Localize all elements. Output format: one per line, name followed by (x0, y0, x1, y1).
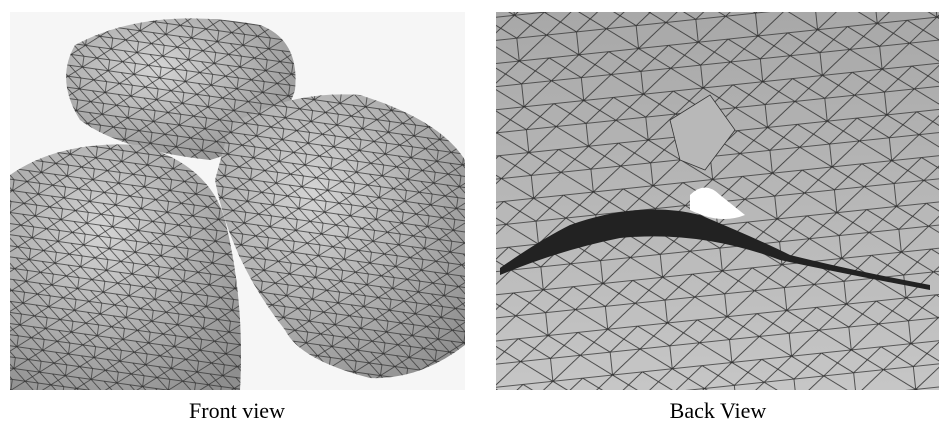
back-view-image (496, 12, 939, 390)
caption: Back View (670, 398, 767, 423)
front-view-image (10, 12, 465, 390)
caption: Front view (189, 398, 285, 423)
figure: Front view Back View (0, 0, 939, 423)
